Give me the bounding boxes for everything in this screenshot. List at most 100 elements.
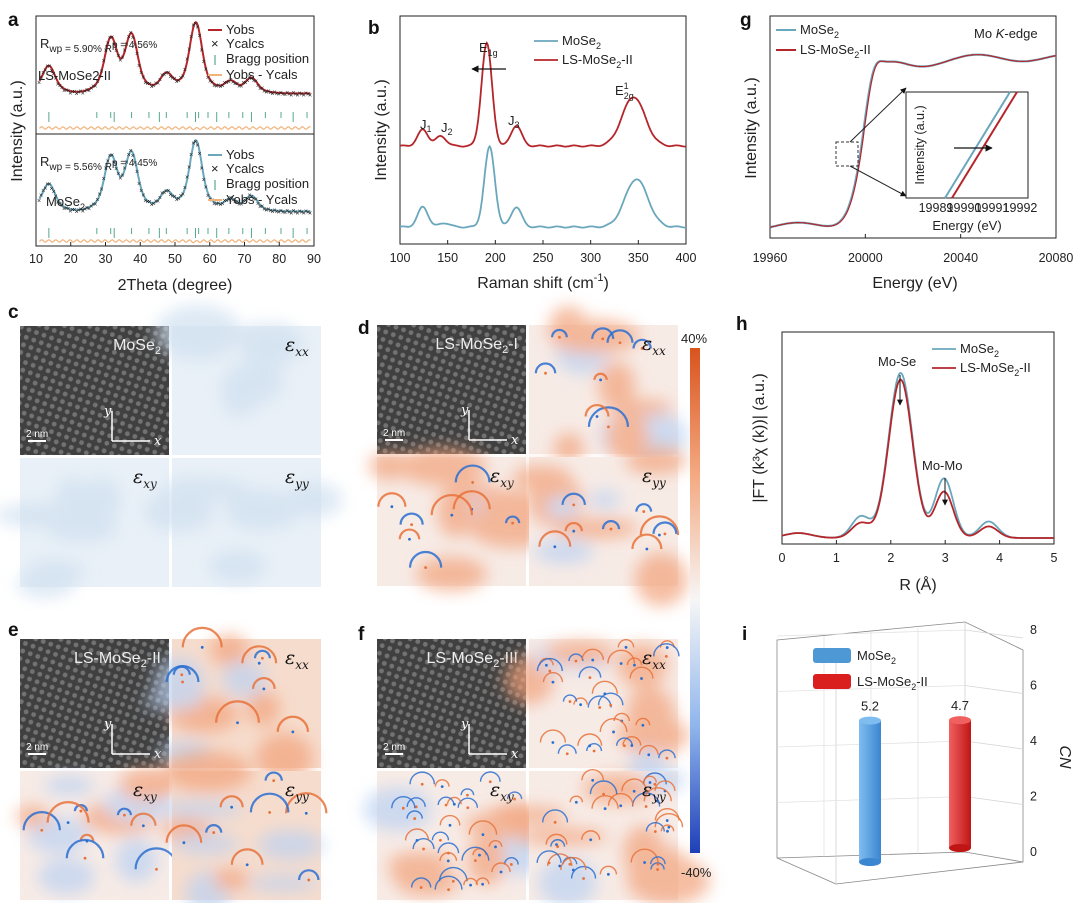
yobs-marker: ×	[68, 90, 72, 97]
dislocation-arc	[593, 372, 608, 381]
x-tick-label: 100	[390, 251, 411, 265]
dislocation-core	[653, 830, 657, 833]
upper-ycalc-line	[38, 20, 311, 95]
yobs-marker: ×	[45, 181, 49, 188]
strain-component-label: εyy	[285, 779, 309, 804]
yobs-marker: ×	[127, 34, 131, 41]
dislocation-core	[592, 749, 596, 753]
front-left-edge	[776, 857, 837, 885]
dislocation-arc	[65, 838, 105, 859]
yobs-marker: ×	[54, 76, 58, 83]
yobs-marker: ×	[83, 206, 87, 213]
strain-blob	[174, 477, 249, 500]
yobs-marker: ×	[260, 86, 264, 93]
dislocation-arc	[573, 697, 588, 705]
dislocation-core	[212, 831, 216, 834]
x-tick-label: 40	[133, 252, 147, 266]
legend-label-ls-mose2-ii: LS-MoSe2-II	[562, 52, 633, 70]
exafs-chart: 0 1 2 3 4 5 R (Å) |FT (k³χ (k))| (a.u.) MoSe2…	[751, 331, 1058, 594]
yobs-marker: ×	[62, 88, 66, 95]
dislocation-features	[165, 626, 310, 734]
grid-lines	[776, 628, 1024, 857]
dislocation-arc	[539, 729, 567, 743]
dislocation-arc	[550, 839, 566, 847]
dislocation-core	[420, 782, 424, 786]
strain-component-label: εxx	[642, 647, 666, 672]
strain-blob	[624, 447, 687, 475]
yobs-marker: ×	[237, 201, 241, 208]
x-tick-labels: 10 20 30 40 50 60 70 80 90	[29, 242, 321, 266]
yobs-marker: ×	[141, 75, 145, 82]
yobs-marker: ×	[77, 207, 81, 214]
legend-label-diff: Yobs - Ycals	[226, 192, 298, 207]
axis-x-label: x	[154, 434, 162, 449]
dislocation-core	[465, 793, 469, 797]
z-tick-label: 2	[1030, 790, 1037, 804]
inset-x-tick-label: 19992	[1003, 201, 1038, 215]
strain-blob	[597, 361, 636, 410]
strain-blob	[155, 305, 242, 360]
legend-label-ycalc: Ycalcs	[226, 36, 265, 51]
yobs-marker: ×	[208, 79, 212, 86]
dislocation-arc	[463, 877, 478, 886]
dislocation-arc	[488, 840, 503, 847]
dislocation-core	[574, 800, 578, 804]
sample-label: MoSe2	[113, 337, 161, 357]
hrtem-image	[377, 325, 526, 454]
z-tick-label: 4	[1030, 734, 1037, 748]
upper-legend: Yobs × Ycalcs Bragg position Yobs - Ycal…	[208, 22, 309, 82]
dislocation-core	[632, 789, 636, 793]
yobs-marker: ×	[241, 198, 245, 205]
dislocation-core	[665, 756, 669, 760]
dislocation-core	[511, 521, 515, 525]
dislocation-core	[40, 828, 44, 832]
dislocation-core	[558, 335, 561, 339]
yobs-marker: ×	[252, 196, 256, 203]
axis-x-label: x	[511, 433, 519, 448]
yobs-marker: ×	[277, 210, 281, 217]
dislocation-core	[633, 663, 636, 667]
dislocation-arc	[542, 672, 564, 683]
dislocation-arc	[561, 492, 586, 505]
dislocation-core	[236, 721, 239, 725]
dislocation-core	[571, 868, 575, 872]
dislocation-arc	[264, 771, 283, 781]
dislocation-arc	[660, 824, 675, 832]
strain-blob	[395, 868, 460, 897]
x-tick-label: 10	[29, 252, 43, 266]
yobs-marker: ×	[87, 88, 91, 95]
dislocation-arc	[479, 771, 501, 782]
yobs-marker: ×	[158, 195, 162, 202]
yobs-marker: ×	[85, 87, 89, 94]
dislocation-core	[494, 845, 497, 849]
dislocation-core	[558, 864, 562, 868]
strain-blobs	[548, 306, 688, 464]
yobs-marker: ×	[204, 185, 208, 192]
yobs-marker: ×	[306, 92, 310, 99]
x-tick-label: 60	[203, 252, 217, 266]
x-tick-labels: 0 1 2 3 4 5	[779, 540, 1058, 565]
legend: MoSe2 LS-MoSe2-II	[932, 341, 1031, 378]
yobs-marker: ×	[58, 201, 62, 208]
yobs-marker: ×	[110, 35, 114, 42]
yobs-marker: ×	[212, 83, 216, 90]
dislocation-core	[666, 829, 669, 833]
yobs-marker: ×	[97, 74, 101, 81]
strain-blob	[546, 496, 579, 518]
yobs-marker: ×	[266, 88, 270, 95]
legend-swatch-ls-mose2-ii	[813, 674, 851, 689]
dislocation-core	[598, 706, 602, 709]
yobs-marker: ×	[231, 80, 235, 87]
yobs-marker: ×	[291, 208, 295, 215]
inset-line-mose2	[944, 91, 1011, 199]
axis-y-label: y	[103, 717, 112, 732]
yobs-marker: ×	[289, 92, 293, 99]
panel-letter-f: f	[358, 624, 365, 645]
dislocation-arc	[410, 877, 432, 888]
dislocation-core	[656, 799, 660, 803]
legend-swatch-mose2	[813, 648, 851, 663]
dislocation-arc	[626, 657, 643, 666]
inset-frame	[905, 91, 1029, 199]
lower-bragg-ticks	[48, 228, 308, 238]
x-tick-label: 4	[996, 551, 1003, 565]
